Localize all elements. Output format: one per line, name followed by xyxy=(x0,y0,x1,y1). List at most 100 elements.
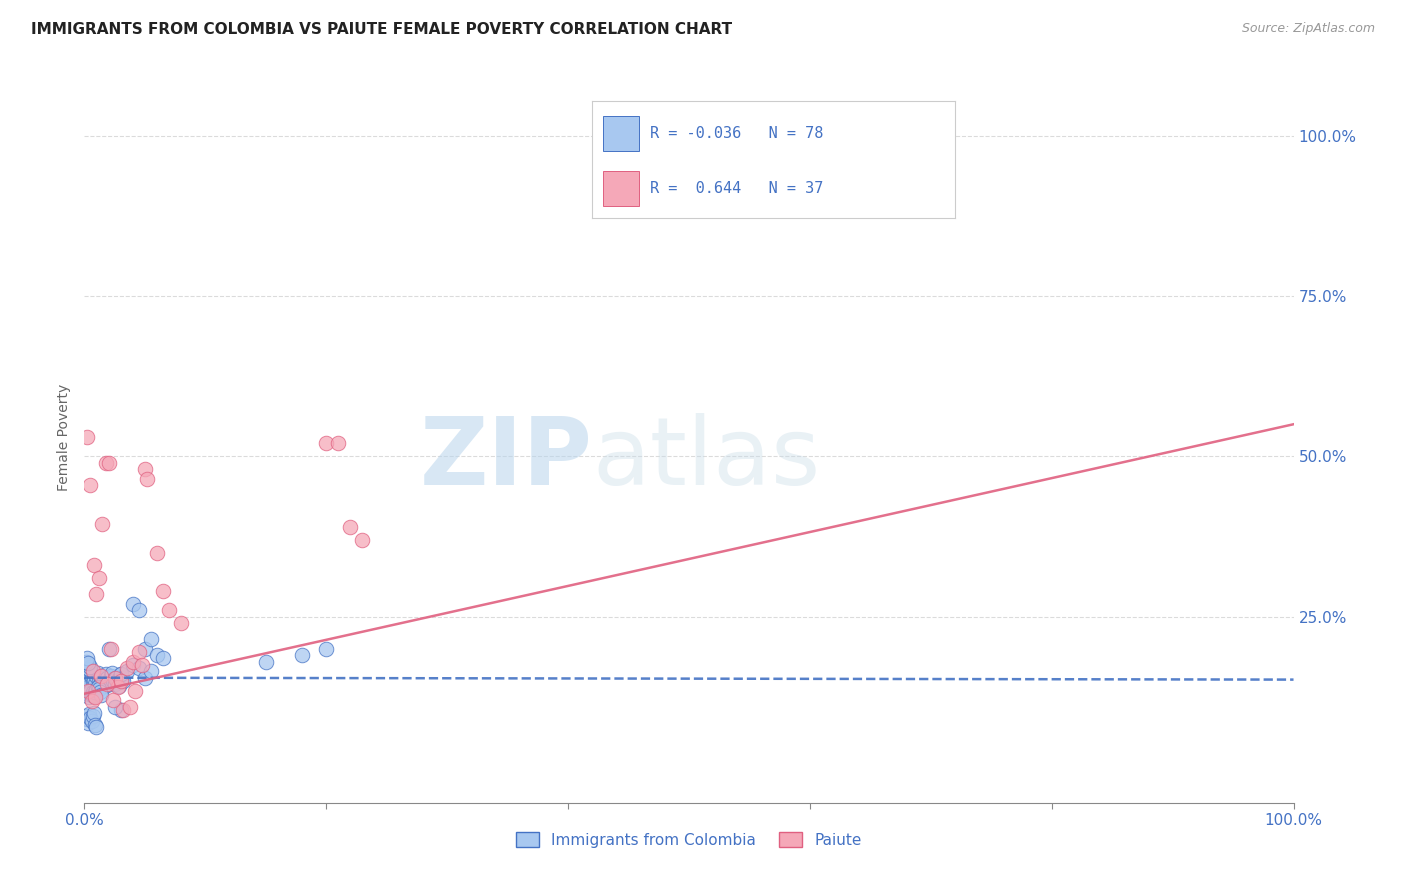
Point xyxy=(112,673,135,688)
Point xyxy=(121,597,143,611)
Point xyxy=(77,683,100,698)
Point xyxy=(291,648,314,663)
Point xyxy=(77,657,100,672)
Point xyxy=(77,681,100,695)
Point xyxy=(94,679,117,693)
Point xyxy=(83,673,105,687)
Point xyxy=(108,679,131,693)
Point xyxy=(94,456,117,470)
Point xyxy=(84,677,107,691)
Point xyxy=(104,699,127,714)
Point xyxy=(107,681,129,695)
Point xyxy=(104,671,127,685)
Point xyxy=(86,682,108,697)
Point xyxy=(115,665,138,679)
Point xyxy=(134,641,156,656)
Point xyxy=(128,603,150,617)
Point xyxy=(86,720,108,734)
Text: IMMIGRANTS FROM COLOMBIA VS PAIUTE FEMALE POVERTY CORRELATION CHART: IMMIGRANTS FROM COLOMBIA VS PAIUTE FEMAL… xyxy=(31,22,733,37)
Point xyxy=(328,436,350,450)
Point xyxy=(170,616,193,631)
Point xyxy=(80,714,103,728)
Point xyxy=(110,667,132,681)
Point xyxy=(79,683,101,698)
Point xyxy=(91,675,114,690)
Legend: Immigrants from Colombia, Paiute: Immigrants from Colombia, Paiute xyxy=(510,825,868,854)
Point xyxy=(136,472,159,486)
Point xyxy=(139,632,162,647)
Point xyxy=(128,645,150,659)
Point xyxy=(89,677,111,691)
Point xyxy=(76,430,98,444)
Point xyxy=(89,685,111,699)
Point xyxy=(134,671,156,685)
Point xyxy=(115,661,138,675)
Point xyxy=(98,677,121,691)
Y-axis label: Female Poverty: Female Poverty xyxy=(58,384,72,491)
Point xyxy=(91,516,114,531)
Point xyxy=(86,669,108,683)
Point xyxy=(76,651,98,665)
Point xyxy=(75,671,97,685)
Point xyxy=(254,655,277,669)
Point xyxy=(82,675,104,690)
Point xyxy=(157,603,180,617)
Point xyxy=(103,693,125,707)
Point xyxy=(152,651,174,665)
Point xyxy=(121,657,143,672)
Point xyxy=(76,661,98,675)
Point xyxy=(84,690,107,704)
Point xyxy=(76,712,98,726)
Point xyxy=(352,533,374,547)
Point xyxy=(80,694,103,708)
Point xyxy=(75,655,97,669)
Point xyxy=(124,683,146,698)
Point xyxy=(146,545,169,559)
Point xyxy=(97,456,120,470)
Point xyxy=(79,711,101,725)
Point xyxy=(83,558,105,573)
Point xyxy=(339,520,361,534)
Point xyxy=(86,666,108,681)
Point xyxy=(94,667,117,681)
Point xyxy=(920,141,942,155)
Point xyxy=(97,641,120,656)
Point xyxy=(93,673,115,687)
Point xyxy=(87,681,110,696)
Point xyxy=(90,688,112,702)
Point xyxy=(90,669,112,683)
Point xyxy=(77,656,100,670)
Point xyxy=(315,641,337,656)
Point xyxy=(110,703,132,717)
Point xyxy=(87,673,110,688)
Text: ZIP: ZIP xyxy=(419,413,592,505)
Point xyxy=(82,709,104,723)
Point xyxy=(110,673,132,688)
Text: Source: ZipAtlas.com: Source: ZipAtlas.com xyxy=(1241,22,1375,36)
Point xyxy=(83,689,105,703)
Point xyxy=(82,665,104,679)
Point xyxy=(315,436,337,450)
Point xyxy=(75,709,97,723)
Point xyxy=(107,673,129,687)
Point xyxy=(84,717,107,731)
Point xyxy=(80,688,103,702)
Point xyxy=(80,671,103,685)
Point xyxy=(134,462,156,476)
Point xyxy=(77,690,100,704)
Point xyxy=(105,675,128,690)
Point xyxy=(79,478,101,492)
Point xyxy=(96,677,118,691)
Point xyxy=(77,673,100,688)
Point xyxy=(104,677,127,691)
Point xyxy=(87,571,110,585)
Point xyxy=(96,671,118,685)
Point xyxy=(101,666,124,681)
Point xyxy=(82,685,104,699)
Point xyxy=(139,665,162,679)
Point xyxy=(121,655,143,669)
Point xyxy=(100,669,122,683)
Point xyxy=(86,587,108,601)
Point xyxy=(77,662,100,676)
Point xyxy=(97,673,120,688)
